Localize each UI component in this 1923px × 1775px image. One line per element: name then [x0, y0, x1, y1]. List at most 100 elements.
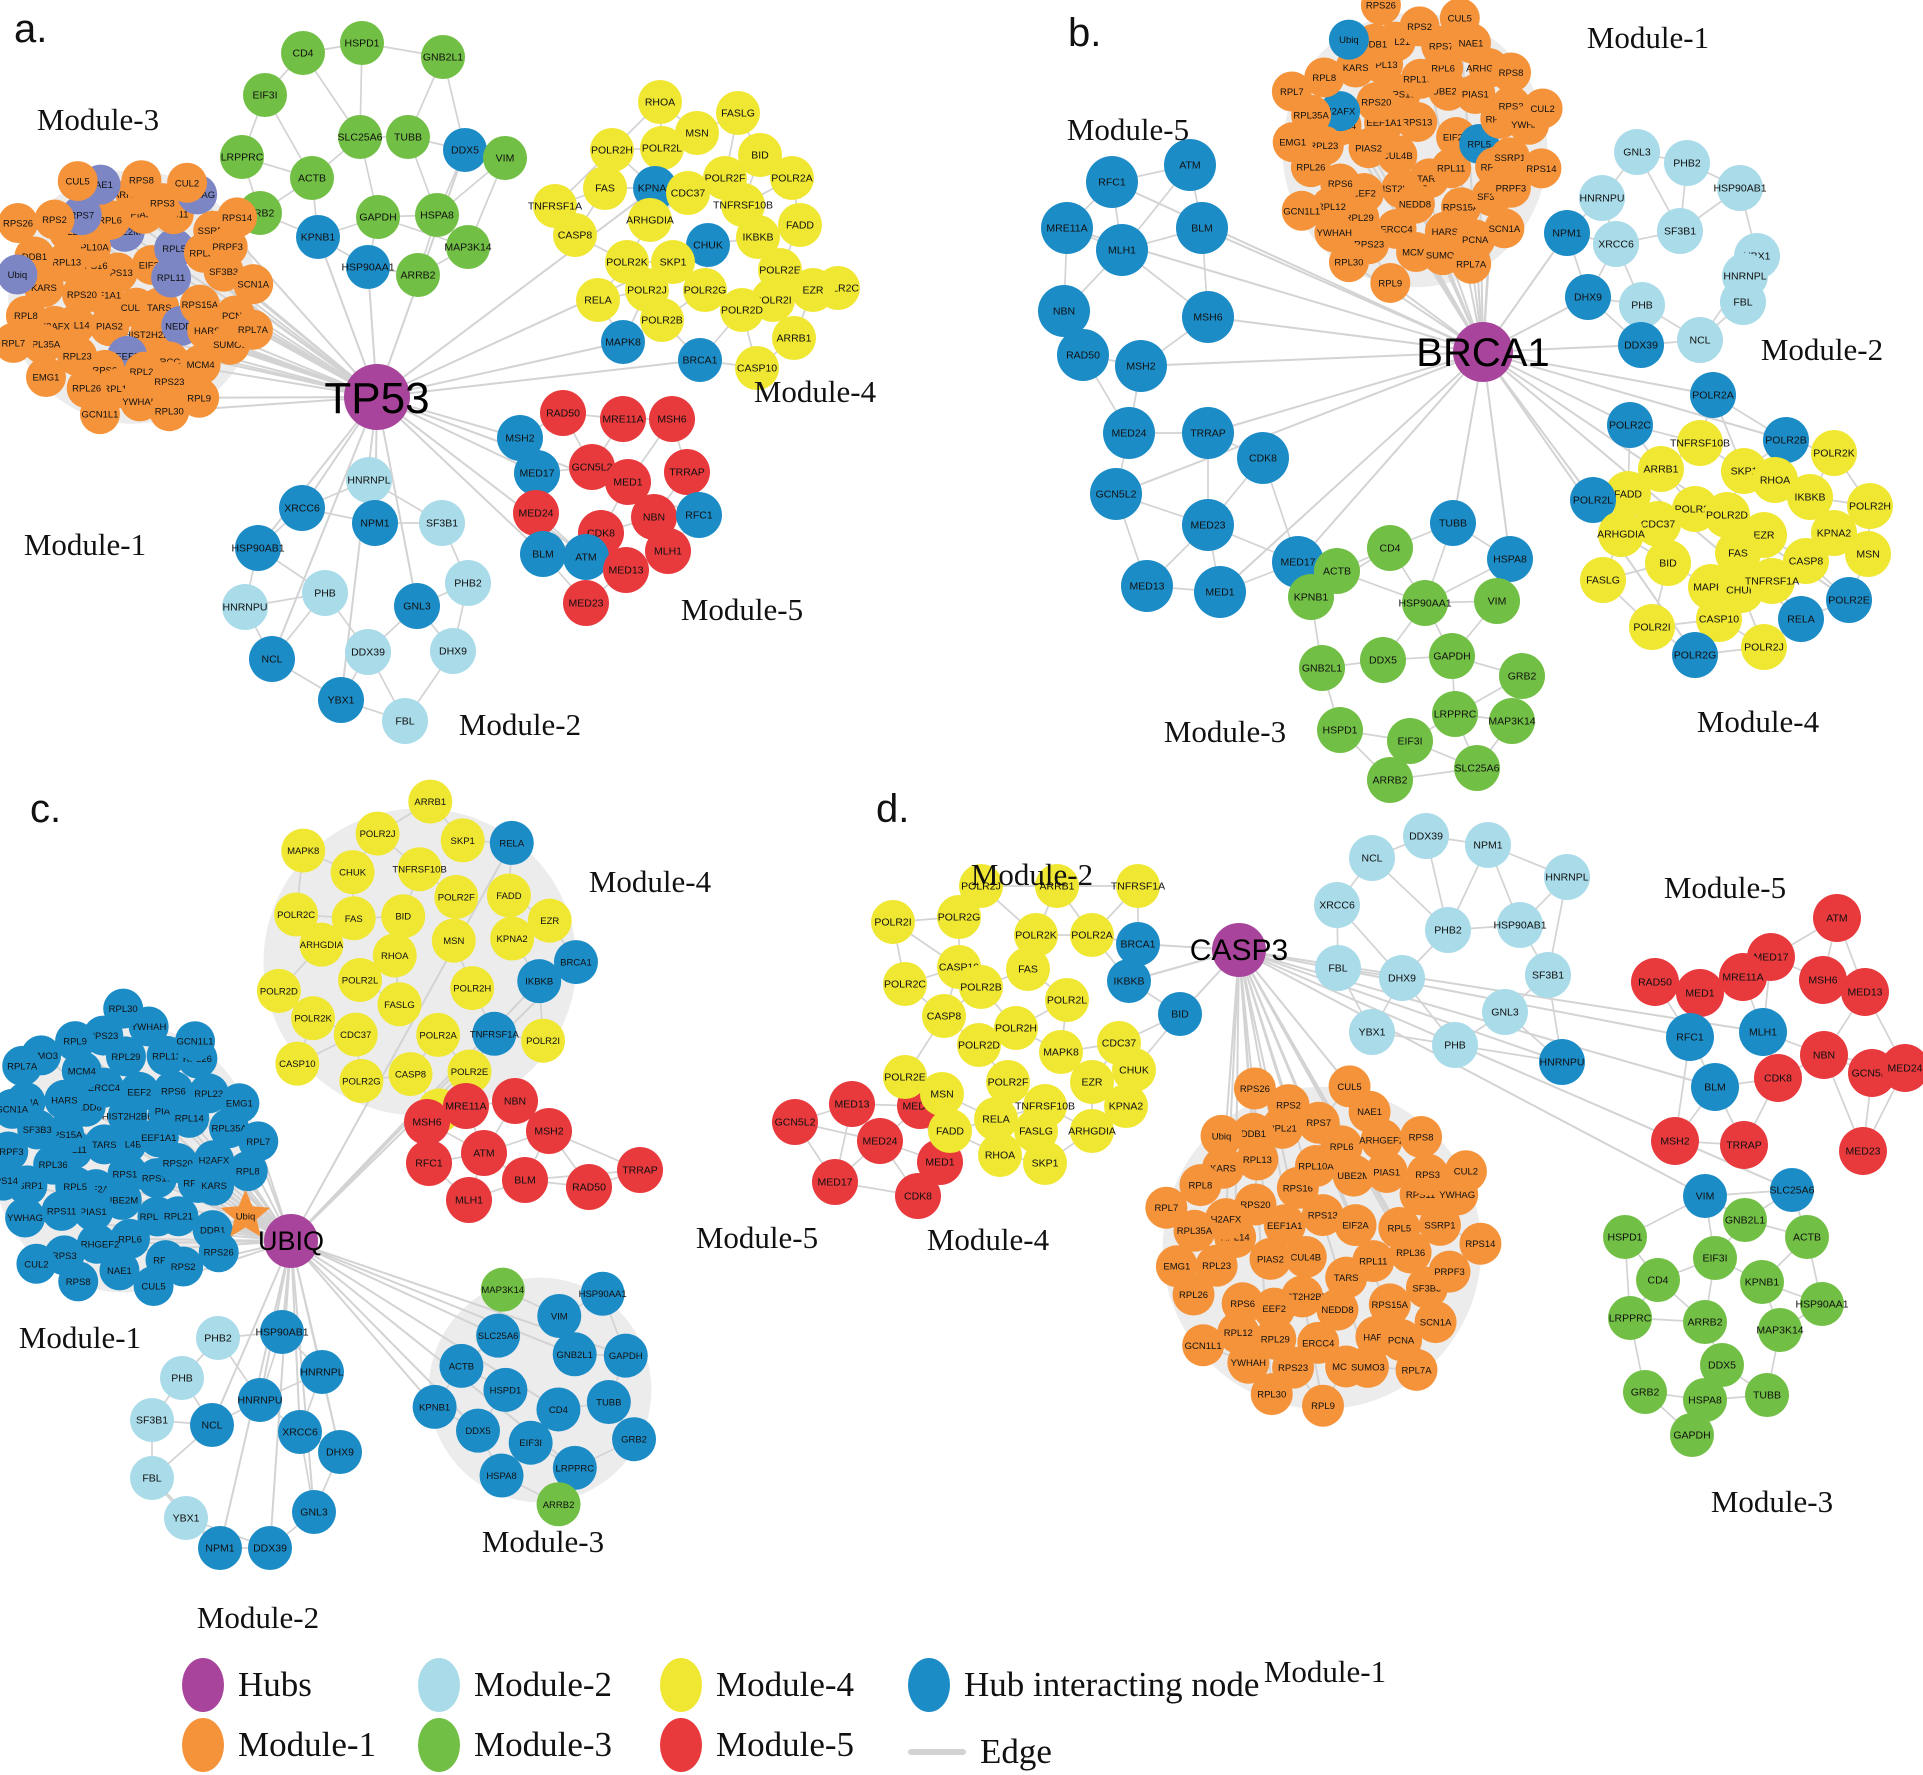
node-POLR2I: POLR2I	[871, 900, 915, 944]
node-KPNB1: KPNB1	[1740, 1260, 1784, 1304]
svg-text:EEF1A1: EEF1A1	[1366, 118, 1401, 129]
svg-text:LRPPRC: LRPPRC	[1434, 709, 1477, 721]
svg-text:CUL4B: CUL4B	[1290, 1252, 1321, 1263]
svg-text:MSH6: MSH6	[1193, 312, 1222, 324]
node-EMG1: EMG1	[1155, 1245, 1198, 1288]
node-RPS8: RPS8	[121, 160, 162, 201]
svg-text:RPS2: RPS2	[171, 1262, 196, 1273]
node-HSPD1: HSPD1	[340, 21, 384, 65]
module-label-c-2: Module-2	[197, 1600, 319, 1635]
node-MSH6: MSH6	[1799, 956, 1847, 1004]
svg-text:HSPD1: HSPD1	[490, 1385, 522, 1396]
svg-text:RFC1: RFC1	[415, 1158, 443, 1170]
edge	[1140, 351, 1484, 367]
svg-text:ATM: ATM	[1179, 160, 1200, 172]
node-KPNB1: KPNB1	[1288, 574, 1334, 620]
svg-text:RAD50: RAD50	[1638, 977, 1672, 989]
svg-text:POLR2F: POLR2F	[988, 1077, 1029, 1089]
svg-text:HNRNPU: HNRNPU	[238, 1395, 283, 1407]
svg-text:RPL30: RPL30	[1334, 258, 1363, 269]
node-PHB2: PHB2	[1664, 140, 1710, 186]
svg-text:FADD: FADD	[1614, 489, 1642, 501]
node-RPS14: RPS14	[1521, 148, 1562, 189]
node-TUBB: TUBB	[1430, 500, 1476, 546]
node-FADD: FADD	[928, 1109, 972, 1153]
node-KARS: KARS	[194, 1165, 235, 1206]
svg-text:CUL2: CUL2	[1530, 104, 1554, 115]
svg-text:XRCC6: XRCC6	[1319, 900, 1355, 912]
node-CDC37: CDC37	[333, 1012, 378, 1057]
node-SLC25A6: SLC25A6	[476, 1313, 521, 1358]
svg-text:CASP8: CASP8	[558, 230, 593, 242]
node-GCN5L2: GCN5L2	[1090, 468, 1142, 520]
svg-text:PIAS1: PIAS1	[1373, 1167, 1400, 1178]
node-YBX1: YBX1	[164, 1496, 208, 1540]
svg-text:PHB2: PHB2	[1434, 925, 1462, 937]
node-YBX1: YBX1	[1349, 1009, 1395, 1055]
node-BLM: BLM	[502, 1157, 548, 1203]
node-GNB2L1: GNB2L1	[1723, 1198, 1767, 1242]
node-POLR2G: POLR2G	[339, 1059, 384, 1104]
node-XRCC6: XRCC6	[279, 485, 325, 531]
node-HNRNPL: HNRNPL	[346, 457, 392, 503]
svg-text:RPS20: RPS20	[1361, 97, 1391, 108]
svg-text:VIM: VIM	[1488, 596, 1507, 608]
svg-text:ERCC4: ERCC4	[88, 1083, 120, 1094]
svg-text:DHX9: DHX9	[1574, 292, 1602, 304]
svg-text:EMG1: EMG1	[226, 1099, 253, 1110]
svg-text:HSP90AA1: HSP90AA1	[341, 262, 394, 274]
svg-text:RPL14: RPL14	[175, 1113, 204, 1124]
svg-text:EEF1A1: EEF1A1	[141, 1133, 176, 1144]
node-MAP3K14: MAP3K14	[480, 1267, 525, 1312]
node-GRB2: GRB2	[1623, 1370, 1667, 1414]
svg-text:SKP1: SKP1	[660, 257, 687, 269]
svg-text:ARHGDIA: ARHGDIA	[626, 215, 674, 227]
svg-text:UBE2M: UBE2M	[1432, 86, 1465, 97]
svg-text:Ubiq: Ubiq	[8, 270, 28, 281]
node-CUL2: CUL2	[167, 162, 208, 203]
node-RPL7: RPL7	[0, 322, 34, 363]
node-FAS: FAS	[331, 896, 376, 941]
svg-text:POLR2C: POLR2C	[1609, 420, 1651, 432]
svg-text:DDX5: DDX5	[465, 1426, 490, 1437]
svg-text:TNFRSF1A: TNFRSF1A	[528, 201, 582, 213]
svg-text:POLR2J: POLR2J	[627, 285, 667, 297]
node-TNFRSF10B: TNFRSF10B	[392, 847, 447, 892]
svg-text:LRPPRC: LRPPRC	[556, 1463, 595, 1474]
node-ARRB2: ARRB2	[536, 1482, 581, 1527]
svg-text:RPL7: RPL7	[246, 1137, 270, 1148]
node-CUL5: CUL5	[1328, 1065, 1371, 1108]
svg-text:NEDD8: NEDD8	[1399, 199, 1431, 210]
svg-text:FBL: FBL	[142, 1473, 161, 1485]
svg-text:PRPF3: PRPF3	[0, 1147, 24, 1158]
node-CASP8: CASP8	[553, 213, 597, 257]
node-FAS: FAS	[1006, 947, 1050, 991]
svg-text:PRPF3: PRPF3	[1434, 1267, 1465, 1278]
svg-text:RPL14: RPL14	[1221, 1233, 1250, 1244]
node-RPL30: RPL30	[1250, 1373, 1293, 1416]
panel-letter-d: d.	[876, 787, 909, 831]
svg-text:FAS: FAS	[345, 914, 363, 925]
node-MSH6: MSH6	[404, 1099, 450, 1145]
node-ARRB2: ARRB2	[396, 253, 440, 297]
svg-text:GCN1L1: GCN1L1	[81, 410, 118, 421]
node-BRCA1: BRCA1	[1116, 922, 1160, 966]
svg-text:RPL9: RPL9	[1378, 278, 1402, 289]
node-MED23: MED23	[1182, 499, 1234, 551]
node-HSP90AA1: HSP90AA1	[341, 245, 395, 289]
node-RAD50: RAD50	[1057, 329, 1109, 381]
node-POLR2J: POLR2J	[1741, 624, 1787, 670]
svg-text:YBX1: YBX1	[328, 695, 355, 707]
svg-text:SUMO3: SUMO3	[1426, 251, 1460, 262]
node-MAP3K14: MAP3K14	[1756, 1308, 1804, 1352]
node-POLR2B: POLR2B	[640, 298, 684, 342]
svg-text:TNFRSF1A: TNFRSF1A	[470, 1029, 520, 1040]
svg-text:DDX5: DDX5	[1708, 1360, 1736, 1372]
node-BLM: BLM	[520, 531, 566, 577]
node-RHOA: RHOA	[1752, 457, 1798, 503]
svg-text:BLM: BLM	[532, 549, 554, 561]
node-GNB2L1: GNB2L1	[1299, 645, 1345, 691]
node-RAD50: RAD50	[566, 1164, 612, 1210]
node-POLR2H: POLR2H	[1847, 483, 1893, 529]
node-POLR2C: POLR2C	[1607, 402, 1653, 448]
